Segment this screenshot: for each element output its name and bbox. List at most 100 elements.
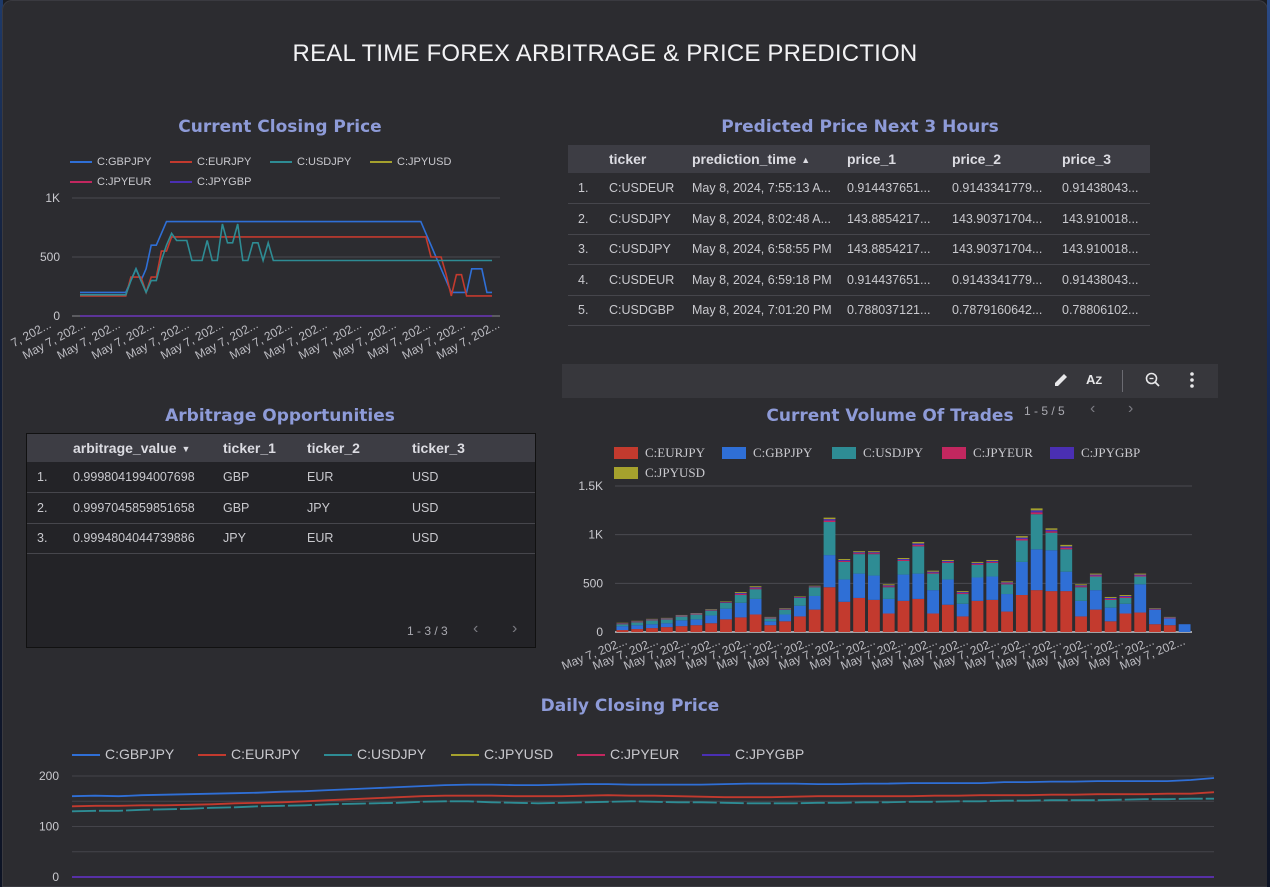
- table-cell: 0.9997045859851658: [73, 500, 195, 515]
- table-row[interactable]: 5. C:USDGBP May 8, 2024, 7:01:20 PM 0.78803…: [568, 295, 1150, 326]
- volume-legend-usdjpy[interactable]: C:USDJPY: [832, 445, 923, 461]
- bar-segment: [660, 619, 673, 624]
- bar-segment: [734, 594, 747, 596]
- previous-page-icon[interactable]: ‹: [473, 620, 479, 637]
- bar-segment: [867, 553, 880, 555]
- daily-legend-usdjpy[interactable]: C:USDJPY: [324, 746, 426, 762]
- bar-segment: [1089, 573, 1102, 575]
- volume-legend-eurjpy[interactable]: C:EURJPY: [614, 445, 705, 461]
- table-row[interactable]: 1. 0.9998041994007698 GBP EUR USD: [27, 462, 535, 493]
- predicted-price-table: ticker prediction_time ▲ price_1 price_2 …: [568, 145, 1150, 326]
- bar-segment: [867, 599, 880, 632]
- bar-segment: [1060, 546, 1073, 548]
- bar-segment: [631, 629, 644, 632]
- closing-legend-gbpjpy[interactable]: C:GBPJPY: [70, 156, 151, 168]
- bar-segment: [660, 617, 673, 619]
- bar-segment: [1001, 581, 1013, 583]
- table-cell: 0.914437651...: [847, 181, 931, 195]
- pencil-icon[interactable]: [1052, 371, 1070, 395]
- daily-legend-jpyusd[interactable]: C:JPYUSD: [451, 746, 553, 762]
- table-row[interactable]: 1. C:USDEUR May 8, 2024, 7:55:13 A... 0.914…: [568, 173, 1150, 204]
- bar-segment: [690, 613, 703, 615]
- column-header-price-1[interactable]: price_1: [847, 151, 897, 167]
- bar-segment: [690, 613, 703, 615]
- closing-legend-jpygbp[interactable]: C:JPYGBP: [170, 176, 251, 188]
- table-cell: GBP: [223, 500, 250, 515]
- chart-toolbar: AZ: [562, 364, 1218, 398]
- bar-segment: [1134, 575, 1147, 577]
- bar-segment: [941, 579, 954, 605]
- closing-legend-usdjpy[interactable]: C:USDJPY: [270, 156, 351, 168]
- toolbar-divider: [1122, 370, 1123, 392]
- column-header-ticker-1[interactable]: ticker_1: [223, 440, 276, 456]
- y-tick-label: 500: [40, 250, 60, 264]
- bar-segment: [971, 561, 984, 563]
- table-row[interactable]: 3. C:USDJPY May 8, 2024, 6:58:55 PM 143.885…: [568, 234, 1150, 265]
- sort-descending-icon: ▼: [181, 444, 191, 454]
- column-header-price-2[interactable]: price_2: [952, 151, 1002, 167]
- window-edge-right: [1267, 0, 1270, 887]
- bar-segment: [1119, 595, 1132, 596]
- bar-segment: [690, 619, 703, 626]
- column-header-arbitrage-value[interactable]: arbitrage_value ▼: [73, 434, 190, 462]
- bar-segment: [867, 552, 880, 554]
- bar-segment: [1030, 512, 1043, 515]
- more-vert-icon[interactable]: [1184, 371, 1200, 395]
- bar-segment: [794, 605, 806, 617]
- volume-previous-page-icon[interactable]: ‹: [1090, 400, 1096, 417]
- bar-segment: [927, 573, 940, 591]
- sort-az-icon[interactable]: AZ: [1086, 372, 1103, 387]
- table-row[interactable]: 2. 0.9997045859851658 GBP JPY USD: [27, 493, 535, 524]
- bar-segment: [823, 522, 836, 556]
- bar-segment: [897, 559, 910, 560]
- bar-segment: [749, 586, 762, 588]
- table-cell: 0.788037121...: [847, 303, 931, 317]
- volume-legend-jpygbp[interactable]: C:JPYGBP: [1050, 445, 1140, 461]
- bar-segment: [1001, 584, 1013, 595]
- legend-label: C:JPYEUR: [610, 746, 680, 762]
- table-row[interactable]: 3. 0.9994804044739886 JPY EUR USD: [27, 523, 535, 554]
- column-header-price-3[interactable]: price_3: [1062, 151, 1112, 167]
- daily-legend-jpyeur[interactable]: C:JPYEUR: [577, 746, 679, 762]
- volume-legend-gbpjpy[interactable]: C:GBPJPY: [722, 445, 812, 461]
- table-row[interactable]: 4. C:USDEUR May 8, 2024, 6:59:18 PM 0.91443…: [568, 265, 1150, 296]
- bar-segment: [1030, 514, 1043, 550]
- table-row[interactable]: 2. C:USDJPY May 8, 2024, 8:02:48 A... 143.8…: [568, 204, 1150, 235]
- next-page-icon[interactable]: ›: [512, 620, 518, 637]
- bar-segment: [853, 551, 866, 553]
- column-header-ticker-3[interactable]: ticker_3: [412, 440, 465, 456]
- bar-segment: [675, 614, 688, 616]
- column-header-ticker-2[interactable]: ticker_2: [307, 440, 360, 456]
- bar-segment: [927, 613, 940, 632]
- bar-segment: [1119, 596, 1132, 598]
- bar-segment: [1134, 612, 1147, 632]
- bar-segment: [690, 613, 703, 614]
- bar-segment: [941, 562, 954, 580]
- bar-segment: [897, 560, 910, 575]
- daily-legend-eurjpy[interactable]: C:EURJPY: [198, 746, 300, 762]
- closing-legend-eurjpy[interactable]: C:EURJPY: [170, 156, 251, 168]
- legend-label: C:JPYUSD: [484, 746, 554, 762]
- bar-segment: [838, 559, 851, 560]
- column-header-ticker[interactable]: ticker: [609, 151, 647, 167]
- bar-segment: [764, 617, 777, 619]
- bar-segment: [986, 562, 999, 577]
- volume-legend-jpyeur[interactable]: C:JPYEUR: [942, 445, 1033, 461]
- series-line: [80, 220, 492, 294]
- bar-segment: [749, 587, 762, 589]
- column-header-label: arbitrage_value: [73, 440, 177, 456]
- bar-segment: [1060, 549, 1073, 572]
- bar-segment: [956, 593, 969, 595]
- volume-legend-jpyusd[interactable]: C:JPYUSD: [614, 465, 705, 481]
- column-header-prediction-time[interactable]: prediction_time ▲: [692, 145, 810, 173]
- closing-legend-jpyusd[interactable]: C:JPYUSD: [370, 156, 451, 168]
- daily-legend-jpygbp[interactable]: C:JPYGBP: [702, 746, 804, 762]
- bar-segment: [1001, 583, 1013, 585]
- closing-legend-jpyeur[interactable]: C:JPYEUR: [70, 176, 151, 188]
- bar-segment: [1015, 540, 1028, 562]
- volume-next-page-icon[interactable]: ›: [1128, 400, 1134, 417]
- y-tick-label: 200: [39, 769, 59, 783]
- zoom-icon[interactable]: [1144, 371, 1162, 395]
- daily-legend-gbpjpy[interactable]: C:GBPJPY: [72, 746, 174, 762]
- bar-segment: [1001, 582, 1013, 584]
